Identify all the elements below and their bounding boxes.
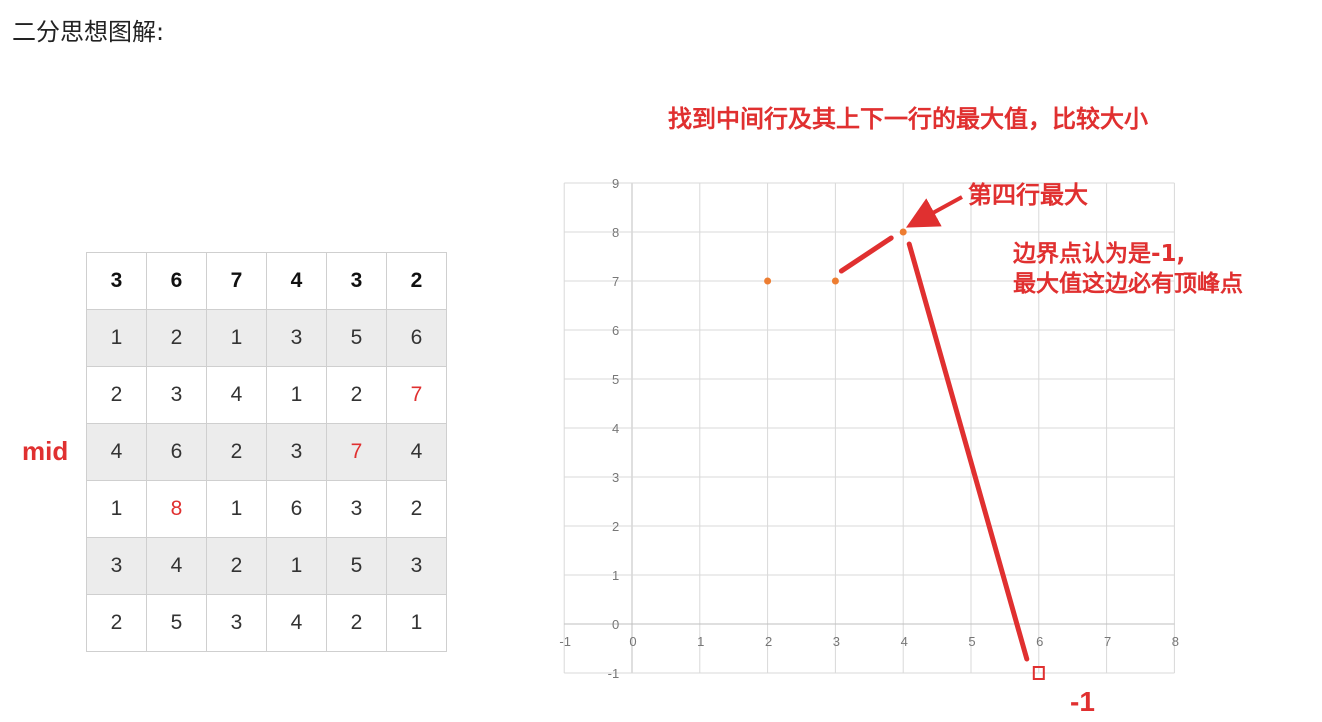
matrix-cell: 2 <box>326 366 387 424</box>
annotation-title: 找到中间行及其上下一行的最大值，比较大小 <box>668 105 1148 133</box>
matrix-cell: 2 <box>386 252 447 310</box>
x-tick-label: -1 <box>559 634 571 649</box>
x-tick-label: 3 <box>833 634 840 649</box>
x-tick-label: 4 <box>901 634 908 649</box>
matrix-cell: 1 <box>386 594 447 652</box>
matrix-cell: 5 <box>326 309 387 367</box>
x-tick-label: 6 <box>1036 634 1043 649</box>
page-heading: 二分思想图解: <box>12 18 165 46</box>
matrix-cell: 1 <box>86 309 147 367</box>
matrix-cell: 2 <box>86 366 147 424</box>
matrix-cell: 4 <box>146 537 207 595</box>
matrix-cell: 2 <box>146 309 207 367</box>
x-tick-label: 5 <box>968 634 975 649</box>
y-tick-label: 1 <box>612 568 619 583</box>
matrix-cell: 3 <box>206 594 267 652</box>
data-point <box>899 228 907 236</box>
matrix-cell: 2 <box>206 537 267 595</box>
x-tick-label: 7 <box>1104 634 1111 649</box>
matrix-cell: 3 <box>326 252 387 310</box>
annotation-row4-max: 第四行最大 <box>968 181 1088 209</box>
comparison-line <box>838 235 894 274</box>
x-tick-label: 8 <box>1172 634 1179 649</box>
y-tick-label: -1 <box>608 666 620 681</box>
matrix-cell: 7 <box>386 366 447 424</box>
y-tick-label: 4 <box>612 421 619 436</box>
matrix-cell: 1 <box>206 309 267 367</box>
x-tick-label: 0 <box>629 634 636 649</box>
matrix-cell: 6 <box>386 309 447 367</box>
annotation-boundary-line1: 边界点认为是-1, <box>1013 241 1186 267</box>
y-tick-label: 8 <box>612 225 619 240</box>
data-point <box>764 277 772 285</box>
x-tick-label: 1 <box>697 634 704 649</box>
matrix-cell: 3 <box>86 252 147 310</box>
x-tick-label: 2 <box>765 634 772 649</box>
boundary-line <box>906 241 1030 662</box>
boundary-point-marker <box>1032 666 1045 680</box>
mid-row-label: mid <box>22 436 69 466</box>
matrix-cell: 7 <box>326 423 387 481</box>
y-tick-label: 3 <box>612 470 619 485</box>
matrix-cell: 4 <box>266 252 327 310</box>
annotation-boundary-line2: 最大值这边必有顶峰点 <box>1013 270 1243 297</box>
matrix-cell: 2 <box>206 423 267 481</box>
matrix-cell: 4 <box>86 423 147 481</box>
matrix-cell: 7 <box>206 252 267 310</box>
matrix-cell: 4 <box>386 423 447 481</box>
matrix-cell: 2 <box>86 594 147 652</box>
y-tick-label: 0 <box>612 617 619 632</box>
matrix-cell: 3 <box>266 309 327 367</box>
matrix-cell: 3 <box>266 423 327 481</box>
y-tick-label: 5 <box>612 372 619 387</box>
annotation-boundary: 边界点认为是-1, 最大值这边必有顶峰点 <box>1013 240 1243 300</box>
matrix-cell: 1 <box>266 537 327 595</box>
data-point <box>831 277 839 285</box>
y-tick-label: 7 <box>612 274 619 289</box>
y-tick-label: 2 <box>612 519 619 534</box>
matrix-cell: 3 <box>86 537 147 595</box>
annotation-neg-one: -1 <box>1070 686 1095 717</box>
row4-arrow <box>905 195 963 228</box>
y-tick-label: 6 <box>612 323 619 338</box>
matrix-cell: 6 <box>146 423 207 481</box>
matrix-cell: 1 <box>266 366 327 424</box>
y-tick-label: 9 <box>612 176 619 191</box>
matrix-cell: 2 <box>386 480 447 538</box>
